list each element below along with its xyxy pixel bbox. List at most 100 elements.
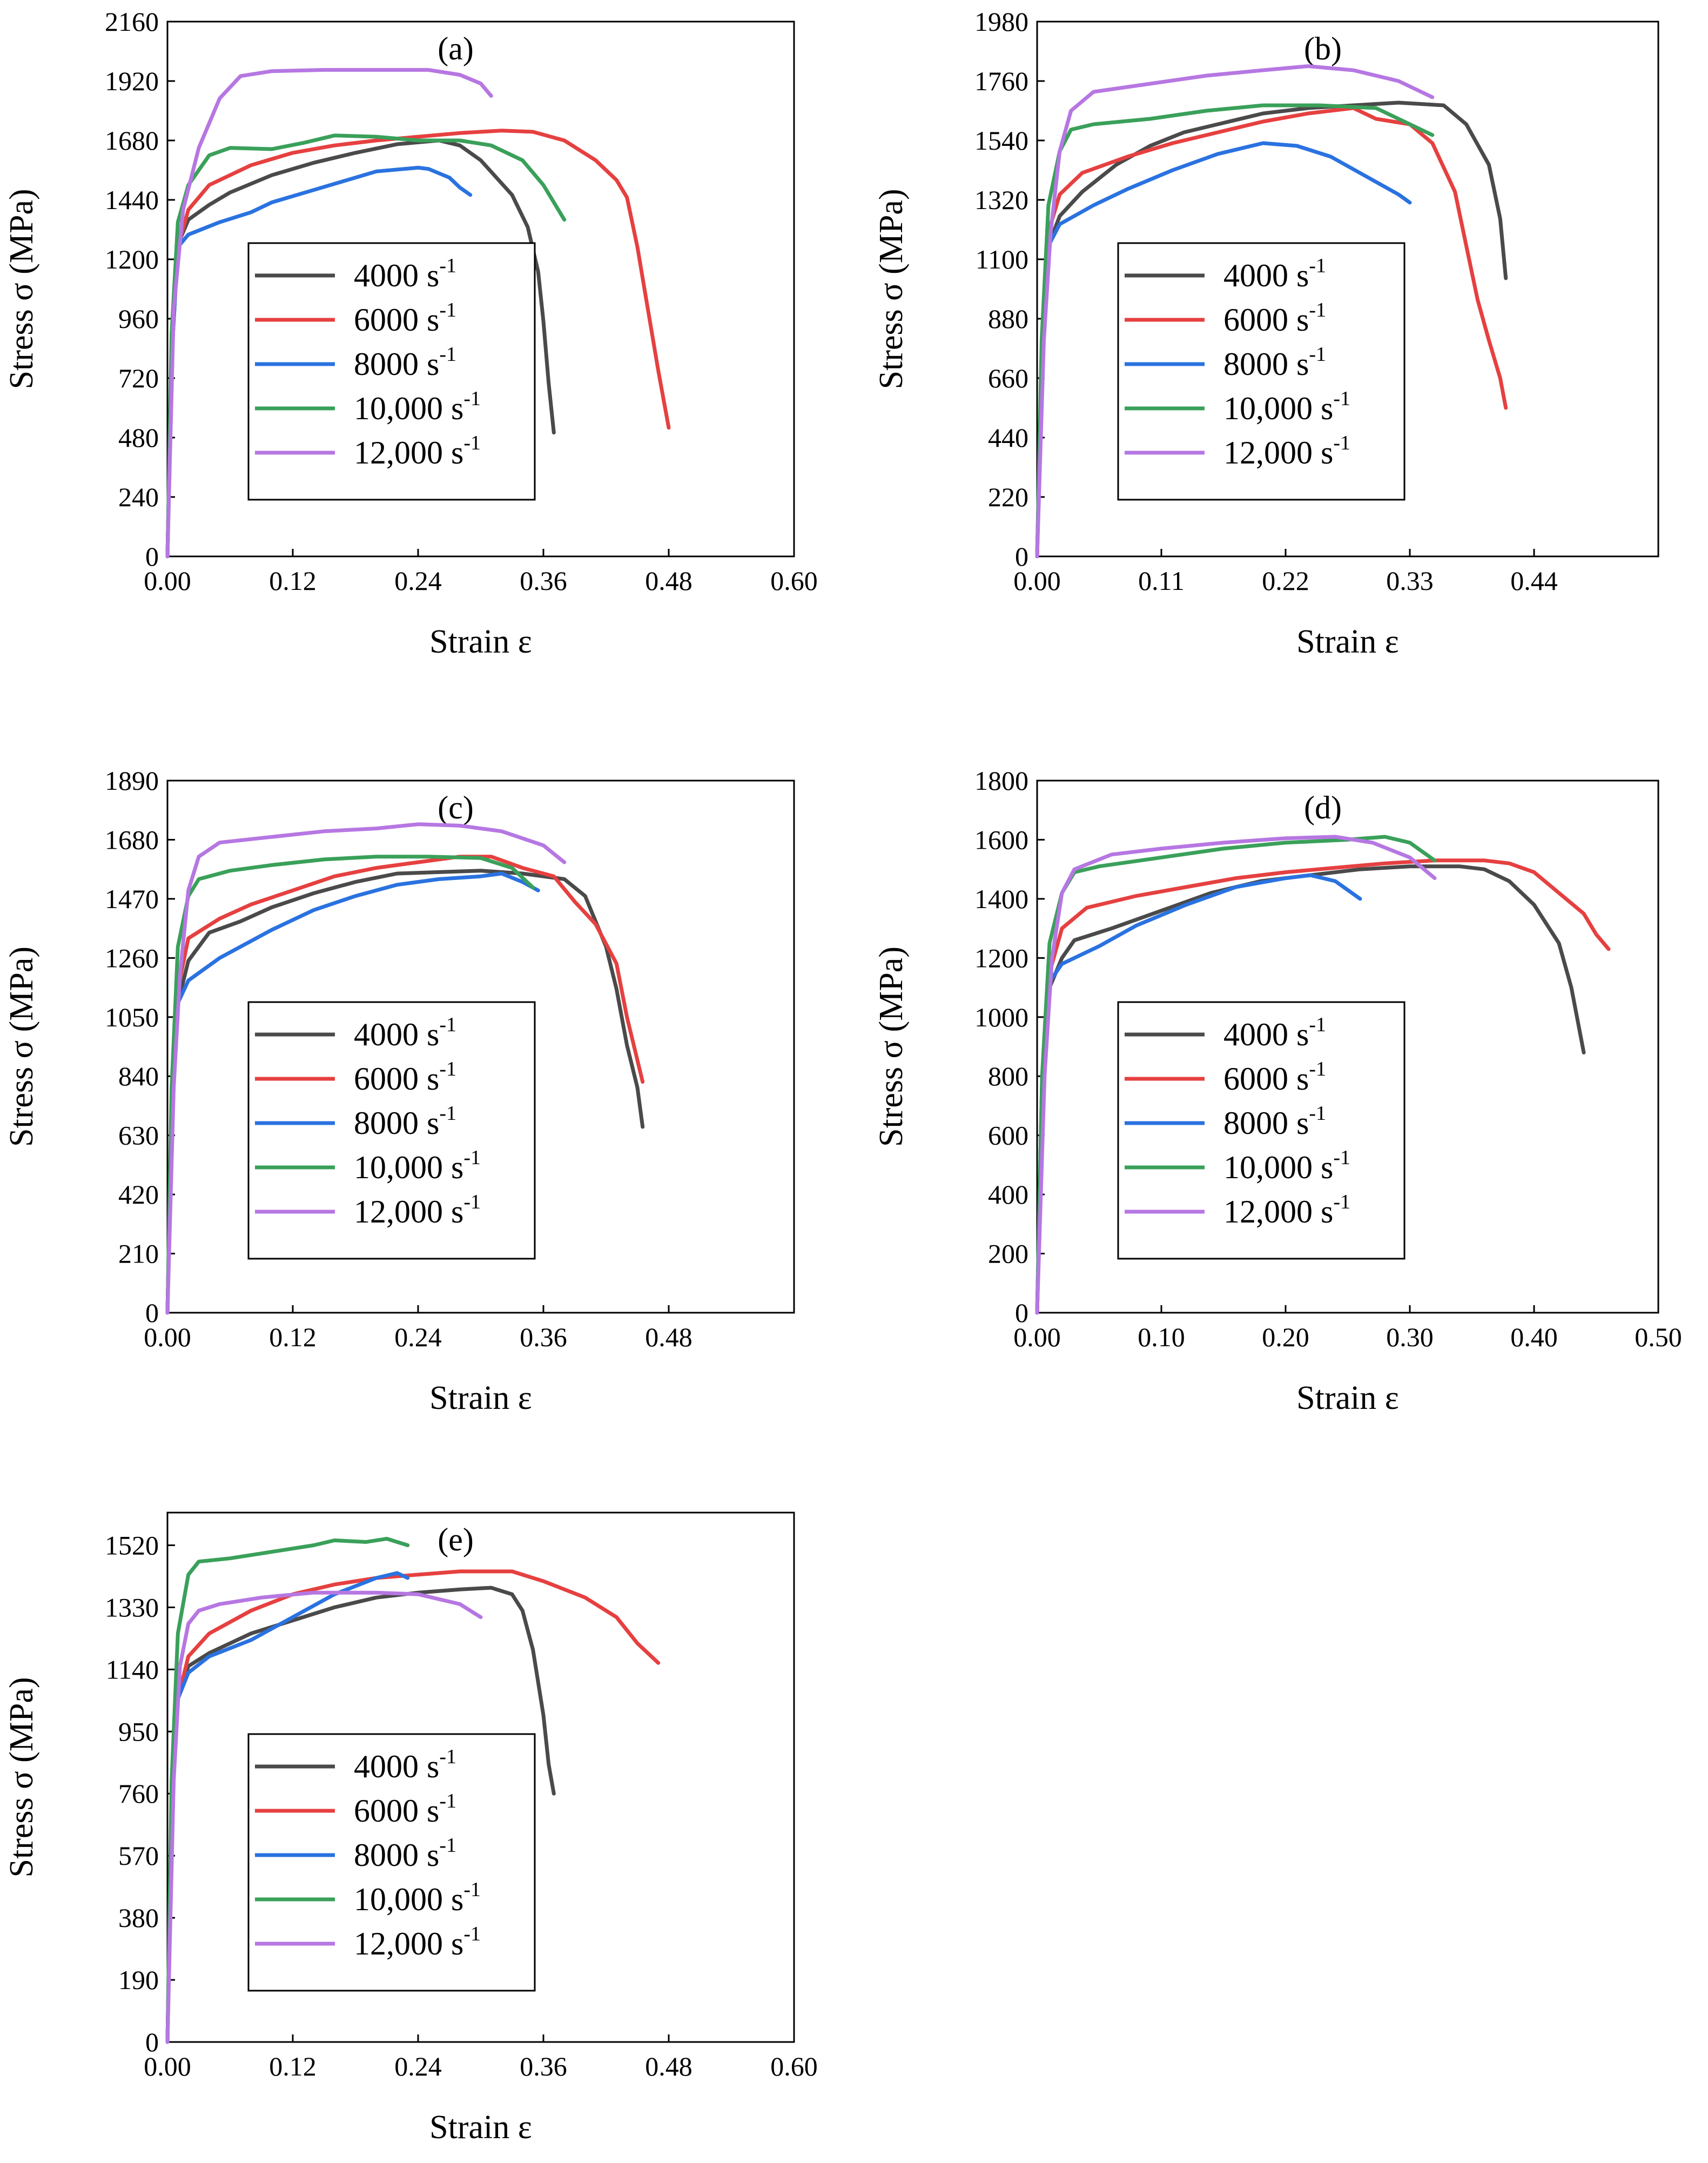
y-tick-label: 2160 bbox=[105, 6, 159, 37]
x-tick-label: 0.48 bbox=[645, 2051, 692, 2081]
panel-label: (c) bbox=[438, 790, 474, 825]
plot-frame bbox=[1036, 780, 1659, 1314]
plot-frame bbox=[166, 1512, 795, 2043]
x-tick-label: 0.30 bbox=[1386, 1322, 1434, 1352]
y-tick-label: 1980 bbox=[974, 6, 1028, 37]
y-axis-title: Stress σ (MPa) bbox=[3, 946, 40, 1147]
y-tick-label: 960 bbox=[118, 304, 159, 334]
legend-box bbox=[1117, 1001, 1406, 1260]
y-tick-label: 1000 bbox=[974, 1002, 1028, 1032]
x-tick-label: 0.12 bbox=[269, 566, 317, 596]
y-tick-label: 1440 bbox=[105, 185, 159, 215]
legend-label: 6000 s-1 bbox=[354, 299, 456, 338]
y-tick-label: 1050 bbox=[105, 1002, 159, 1032]
legend-label: 8000 s-1 bbox=[354, 1102, 456, 1141]
series-line-12-000-s-1 bbox=[165, 1590, 483, 2044]
y-tick-label: 1330 bbox=[105, 1592, 159, 1622]
y-tick-label: 1400 bbox=[974, 884, 1028, 914]
legend-label: 8000 s-1 bbox=[1223, 1102, 1326, 1141]
legend: 4000 s-1 6000 s-1 8000 s-1 10,000 s-1 12,000… bbox=[247, 242, 536, 501]
panel-label: (b) bbox=[1304, 31, 1342, 66]
x-tick-label: 0.48 bbox=[645, 1322, 692, 1352]
series-line-6000-s-1 bbox=[165, 129, 671, 559]
y-tick-label: 0 bbox=[145, 2027, 159, 2057]
legend-label: 10,000 s-1 bbox=[1223, 387, 1350, 426]
chart-panel-b: 0.00 0.11 0.22 0.33 0.44 0 220 440 660 880 1100 132… bbox=[873, 6, 1659, 660]
legend-label: 8000 s-1 bbox=[354, 343, 456, 382]
x-tick-label: 0.48 bbox=[645, 566, 692, 596]
series-line-12-000-s-1 bbox=[165, 68, 493, 559]
x-tick-label: 0.11 bbox=[1138, 566, 1185, 596]
x-tick-label: 0.44 bbox=[1510, 566, 1558, 596]
y-tick-label: 0 bbox=[1015, 541, 1028, 572]
series-line-12-000-s-1 bbox=[1035, 64, 1435, 559]
legend-label: 6000 s-1 bbox=[354, 1790, 456, 1829]
x-axis-title: Strain ε bbox=[1296, 623, 1399, 660]
y-tick-label: 0 bbox=[145, 541, 159, 572]
legend-label: 8000 s-1 bbox=[354, 1834, 456, 1873]
legend-label: 12,000 s-1 bbox=[354, 432, 481, 471]
legend: 4000 s-1 6000 s-1 8000 s-1 10,000 s-1 12,000… bbox=[1117, 242, 1406, 501]
legend-label: 12,000 s-1 bbox=[354, 1191, 481, 1230]
legend: 4000 s-1 6000 s-1 8000 s-1 10,000 s-1 12,000… bbox=[247, 1733, 536, 1992]
x-tick-label: 0.36 bbox=[520, 2051, 567, 2081]
chart-panel-c: 0.00 0.12 0.24 0.36 0.48 0 210 420 630 840 1050 126… bbox=[3, 765, 795, 1416]
panel-label: (d) bbox=[1304, 790, 1342, 825]
series-line-4000-s-1 bbox=[1035, 100, 1508, 559]
legend-label: 6000 s-1 bbox=[354, 1058, 456, 1097]
legend-label: 10,000 s-1 bbox=[354, 387, 481, 426]
y-tick-label: 240 bbox=[118, 482, 159, 512]
y-tick-label: 1680 bbox=[105, 125, 159, 156]
chart-panel-d: 0.00 0.10 0.20 0.30 0.40 0.50 0 200 400 600 800 100… bbox=[873, 765, 1682, 1416]
y-tick-label: 1140 bbox=[106, 1654, 159, 1684]
legend: 4000 s-1 6000 s-1 8000 s-1 10,000 s-1 12,000… bbox=[1117, 1001, 1406, 1260]
y-tick-label: 480 bbox=[118, 422, 159, 453]
x-tick-label: 0.12 bbox=[269, 2051, 317, 2081]
y-tick-label: 840 bbox=[118, 1061, 159, 1091]
legend-box bbox=[1117, 242, 1406, 501]
x-tick-label: 0.60 bbox=[770, 2051, 818, 2081]
x-axis-title: Strain ε bbox=[429, 2109, 532, 2146]
x-tick-label: 0.00 bbox=[144, 566, 191, 596]
legend-label: 4000 s-1 bbox=[1223, 254, 1326, 293]
plot-frame bbox=[1036, 21, 1659, 557]
x-tick-label: 0.00 bbox=[144, 2051, 191, 2081]
series-line-4000-s-1 bbox=[165, 138, 556, 559]
series-line-10-000-s-1 bbox=[165, 1536, 410, 2044]
plot-frame bbox=[166, 780, 795, 1314]
x-tick-label: 0.22 bbox=[1262, 566, 1309, 596]
y-tick-label: 1260 bbox=[105, 943, 159, 973]
x-tick-label: 0.00 bbox=[1013, 1322, 1061, 1352]
y-tick-label: 1920 bbox=[105, 66, 159, 96]
x-axis-title: Strain ε bbox=[1296, 1380, 1399, 1416]
chart-panel-e: 0.00 0.12 0.24 0.36 0.48 0.60 0 190 380 570 760 950… bbox=[3, 1512, 818, 2146]
y-tick-label: 600 bbox=[988, 1120, 1028, 1151]
legend-label: 4000 s-1 bbox=[354, 254, 456, 293]
legend-box bbox=[247, 1001, 536, 1260]
legend-label: 6000 s-1 bbox=[1223, 299, 1326, 338]
y-tick-label: 1760 bbox=[974, 66, 1028, 96]
y-tick-label: 800 bbox=[988, 1061, 1028, 1091]
y-tick-label: 1200 bbox=[105, 244, 159, 274]
legend-label: 10,000 s-1 bbox=[1223, 1146, 1350, 1185]
y-tick-label: 1890 bbox=[105, 765, 159, 796]
legend-label: 6000 s-1 bbox=[1223, 1058, 1326, 1097]
y-tick-label: 1600 bbox=[974, 824, 1028, 855]
x-tick-label: 0.20 bbox=[1262, 1322, 1309, 1352]
y-tick-label: 0 bbox=[1015, 1298, 1028, 1328]
y-axis-title: Stress σ (MPa) bbox=[873, 946, 910, 1147]
y-tick-label: 1320 bbox=[974, 185, 1028, 215]
y-tick-label: 0 bbox=[145, 1298, 159, 1328]
x-tick-label: 0.33 bbox=[1386, 566, 1434, 596]
x-axis-title: Strain ε bbox=[429, 1380, 532, 1416]
y-tick-label: 1680 bbox=[105, 824, 159, 855]
series-line-10-000-s-1 bbox=[1035, 103, 1435, 559]
y-tick-label: 1100 bbox=[976, 244, 1028, 274]
y-tick-label: 760 bbox=[118, 1778, 159, 1809]
y-tick-label: 440 bbox=[988, 422, 1028, 453]
legend-label: 4000 s-1 bbox=[354, 1745, 456, 1784]
x-tick-label: 0.60 bbox=[770, 566, 818, 596]
y-tick-label: 720 bbox=[118, 363, 159, 393]
series-line-10-000-s-1 bbox=[1035, 835, 1437, 1315]
